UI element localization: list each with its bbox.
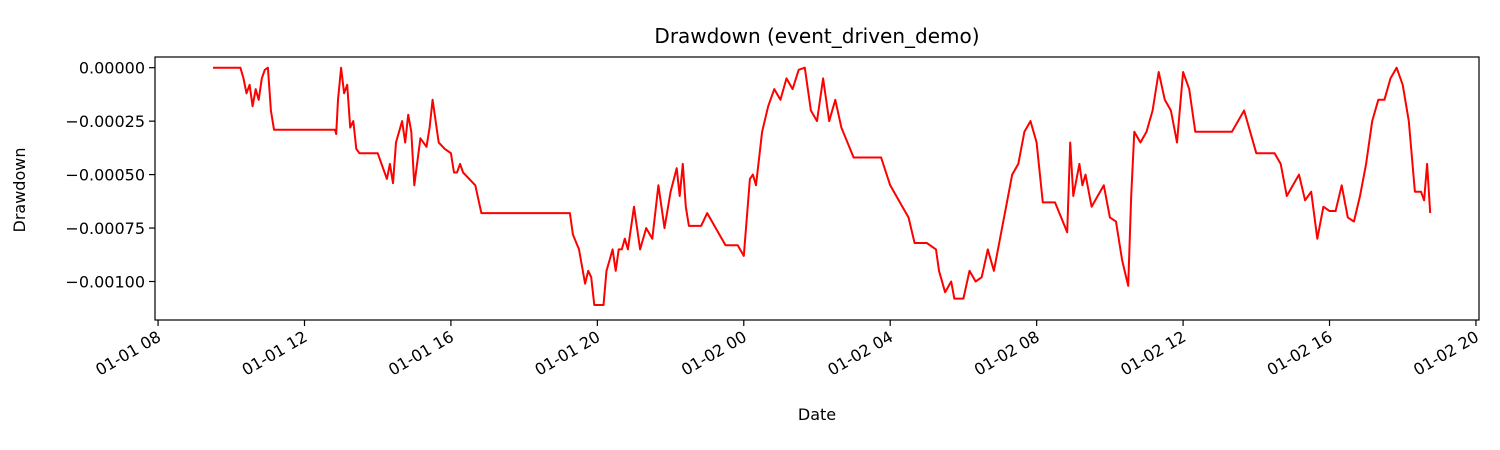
x-tick-label: 01-02 08: [971, 327, 1043, 379]
x-tick-label: 01-02 04: [824, 327, 896, 379]
y-tick-label: −0.00025: [65, 112, 145, 131]
drawdown-series-line: [213, 66, 1432, 306]
y-tick-label: −0.00075: [65, 219, 145, 238]
x-tick-label: 01-01 16: [385, 327, 457, 379]
y-axis: 0.00000 −0.00025 −0.00050 −0.00075 −0.00100: [65, 59, 155, 292]
plot-area: [154, 56, 1480, 321]
plot-background: [155, 57, 1479, 320]
x-tick-label: 01-02 16: [1264, 327, 1336, 379]
x-tick-label: 01-01 20: [532, 327, 604, 379]
y-tick-label: 0.00000: [79, 59, 145, 78]
x-axis: 01-01 08 01-01 12 01-01 16 01-01 20 01-02 00…: [92, 320, 1482, 379]
x-tick-label: 01-02 12: [1117, 327, 1189, 379]
y-axis-title: Drawdown: [10, 148, 29, 233]
x-tick-label: 01-01 08: [92, 327, 164, 379]
x-tick-label: 01-02 00: [678, 327, 750, 379]
y-tick-label: −0.00100: [65, 273, 145, 292]
x-tick-label: 01-02 20: [1410, 327, 1482, 379]
y-tick-label: −0.00050: [65, 166, 145, 185]
plot-frame: [154, 56, 1480, 321]
chart-title: Drawdown (event_driven_demo): [654, 24, 979, 48]
x-axis-title: Date: [798, 405, 836, 424]
x-tick-label: 01-01 12: [239, 327, 311, 379]
